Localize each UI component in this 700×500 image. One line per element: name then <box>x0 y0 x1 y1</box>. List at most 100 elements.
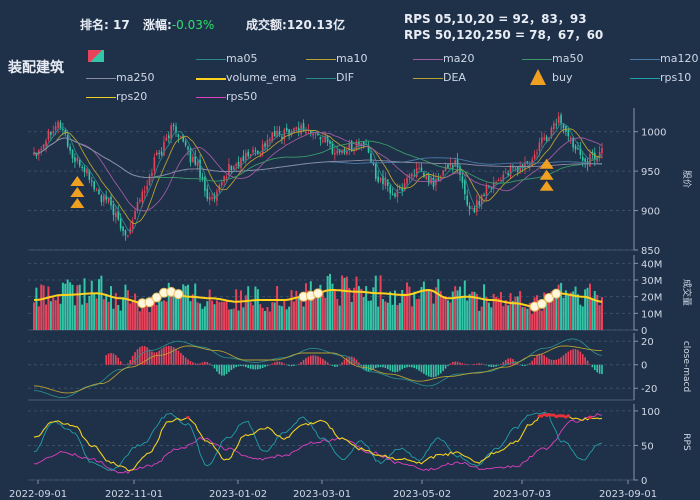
macd-hist-bar <box>386 364 389 370</box>
volume-bar <box>189 301 192 330</box>
macd-hist-bar <box>555 359 558 365</box>
macd-hist-bar <box>572 349 574 365</box>
buy-marker <box>539 180 554 191</box>
candle-body <box>584 158 586 162</box>
rps-strong-dot <box>588 416 592 420</box>
candle-body <box>170 125 172 140</box>
macd-hist-bar <box>355 359 358 365</box>
candle-body <box>370 153 372 163</box>
macd-hist-bar <box>488 364 490 367</box>
volume-bar <box>391 304 394 330</box>
rps-strong-dot <box>552 413 556 417</box>
candle-body <box>252 149 254 153</box>
volume-bar <box>569 292 572 330</box>
macd-hist-bar <box>331 364 334 366</box>
volume-bar <box>227 309 230 330</box>
macd-hist-bar <box>225 364 228 375</box>
rps-strong-dot <box>549 413 554 417</box>
macd-hist-bar <box>468 364 471 365</box>
legend-swatch <box>196 59 226 60</box>
macd-hist-bar <box>420 364 423 373</box>
candle-body <box>259 153 262 155</box>
macd-hist-bar <box>528 363 531 365</box>
candle-body <box>560 114 562 124</box>
candle-body <box>83 167 86 173</box>
macd-hist-bar <box>242 364 245 367</box>
candle-body <box>317 133 319 136</box>
macd-hist-bar <box>184 357 187 365</box>
macd-hist-bar <box>370 364 372 371</box>
ytick-label-price: 950 <box>641 167 660 178</box>
candle-body <box>432 178 435 187</box>
volume-bar <box>408 286 411 330</box>
volume-bar <box>367 300 370 330</box>
legend-swatch <box>630 59 660 60</box>
candle-body <box>160 151 163 155</box>
candle-body <box>276 130 278 137</box>
macd-hist-bar <box>165 346 168 365</box>
volume-bar <box>208 289 211 330</box>
volume-bar <box>259 304 262 330</box>
candle-body <box>184 141 187 146</box>
legend-label: rps20 <box>116 90 148 103</box>
legend-swatch <box>413 59 443 60</box>
candle-body <box>74 157 76 162</box>
macd-hist-bar <box>502 362 505 365</box>
macd-hist-bar <box>131 355 134 365</box>
macd-hist-bar <box>350 356 353 365</box>
candle-body <box>415 168 418 177</box>
candle-body <box>143 191 146 193</box>
candle-body <box>497 180 500 182</box>
candle-body <box>425 176 428 180</box>
volume-bar <box>341 275 344 330</box>
macd-hist-bar <box>249 364 252 369</box>
volume-bar <box>596 294 599 330</box>
candle-body <box>377 176 379 182</box>
candle-body <box>261 144 264 155</box>
candle-body <box>507 173 509 176</box>
candle-body <box>98 189 100 195</box>
legend-swatch <box>196 78 226 80</box>
chart-title: 装配建筑 <box>8 60 64 76</box>
candle-body <box>271 132 274 141</box>
macd-hist-bar <box>192 362 194 365</box>
volume-bar <box>329 273 332 330</box>
volume-bar <box>33 302 35 330</box>
volume-bar <box>394 290 397 330</box>
macd-hist-bar <box>273 362 276 365</box>
volume-bar <box>71 284 74 330</box>
candle-body <box>577 148 579 150</box>
volume-bar <box>336 298 339 330</box>
macd-hist-bar <box>285 364 288 366</box>
volume-bar <box>300 298 303 330</box>
candle-body <box>516 166 519 172</box>
candle-body <box>305 131 307 134</box>
volume-bar <box>439 291 442 330</box>
macd-hist-bar <box>196 363 199 365</box>
volume-bar <box>521 307 524 330</box>
macd-hist-bar <box>557 358 560 365</box>
volume-bar <box>490 307 493 330</box>
volume-bar <box>105 293 108 330</box>
macd-hist-bar <box>415 364 418 370</box>
rps-strong-dot <box>547 413 551 417</box>
macd-hist-bar <box>495 364 497 367</box>
volume-highlight-dot <box>551 288 562 299</box>
volume-bar <box>69 282 72 330</box>
volume-bar <box>81 304 84 330</box>
macd-hist-bar <box>163 347 165 365</box>
volume-bar <box>576 294 579 330</box>
candle-body <box>47 130 50 140</box>
candle-body <box>531 159 534 166</box>
macd-hist-bar <box>456 361 459 365</box>
candle-body <box>102 195 105 202</box>
volume-bar <box>478 310 481 330</box>
volume-bar <box>295 290 298 330</box>
volume-bar <box>61 282 64 330</box>
candle-body <box>476 200 478 213</box>
candle-body <box>172 124 175 127</box>
macd-hist-bar <box>276 361 278 365</box>
volume-highlight-dot <box>151 292 162 303</box>
macd-hist-bar <box>199 363 201 365</box>
volume-bar <box>430 290 433 330</box>
